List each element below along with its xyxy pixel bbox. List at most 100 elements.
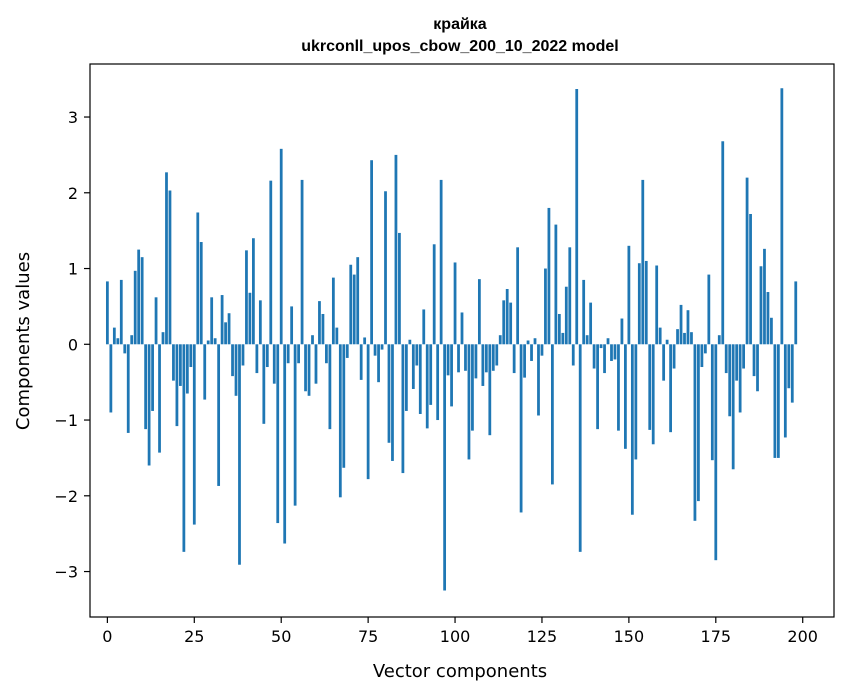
bar-16 [161, 332, 165, 345]
bar-121 [526, 340, 530, 345]
bar-6 [126, 344, 130, 433]
bar-147 [617, 344, 620, 431]
bar-85 [401, 344, 405, 474]
bar-44 [258, 300, 262, 345]
y-tick-label: −1 [54, 411, 78, 430]
bar-110 [488, 344, 492, 436]
bar-21 [179, 344, 182, 386]
bar-192 [773, 344, 777, 458]
bar-46 [265, 344, 269, 368]
bar-143 [603, 344, 606, 374]
bar-70 [349, 264, 353, 345]
bar-169 [693, 344, 697, 521]
bar-151 [630, 344, 634, 515]
bar-99 [450, 344, 453, 407]
bar-128 [551, 344, 554, 485]
bar-152 [634, 344, 638, 460]
bar-30 [210, 297, 214, 345]
bar-148 [620, 318, 624, 345]
bar-129 [554, 224, 558, 345]
bar-105 [471, 344, 474, 431]
bar-63 [325, 344, 328, 364]
bar-186 [752, 344, 756, 377]
bar-165 [679, 304, 683, 345]
bar-24 [189, 344, 193, 368]
bar-78 [377, 344, 380, 383]
bar-194 [780, 88, 784, 345]
bar-153 [637, 263, 641, 345]
bar-51 [283, 344, 287, 544]
bar-159 [658, 327, 662, 345]
y-tick-label: 3 [68, 108, 78, 127]
bar-136 [578, 344, 582, 552]
bar-17 [165, 172, 168, 345]
bar-42 [252, 238, 255, 345]
bar-5 [123, 344, 127, 354]
bar-175 [714, 344, 718, 561]
bar-100 [453, 262, 457, 345]
bar-23 [185, 344, 189, 394]
bar-145 [610, 344, 613, 361]
bar-68 [342, 344, 346, 468]
bar-29 [206, 340, 210, 345]
bar-180 [731, 344, 735, 470]
bar-94 [432, 244, 436, 345]
bar-36 [231, 344, 234, 377]
bar-102 [460, 312, 464, 345]
bar-76 [370, 160, 373, 345]
bars-group [105, 88, 798, 591]
bar-49 [276, 344, 280, 524]
bar-144 [606, 338, 610, 345]
bar-154 [641, 179, 645, 345]
bar-71 [352, 274, 356, 345]
bar-142 [599, 344, 603, 349]
bar-10 [140, 257, 144, 345]
bar-98 [446, 344, 450, 376]
bar-125 [540, 344, 544, 356]
bar-55 [297, 344, 300, 364]
bar-97 [443, 344, 447, 591]
bar-91 [422, 309, 426, 345]
bar-72 [356, 257, 360, 345]
bar-58 [307, 344, 311, 396]
bar-132 [564, 286, 568, 345]
chart-title: крайка [433, 16, 487, 33]
bar-54 [293, 344, 297, 506]
chart-subtitle: ukrconll_upos_cbow_200_10_2022 model [301, 38, 618, 55]
bar-38 [238, 344, 241, 565]
y-tick-label: 2 [68, 184, 78, 203]
bar-25 [192, 344, 196, 525]
bar-189 [763, 248, 766, 345]
bar-88 [411, 344, 415, 389]
bar-106 [474, 344, 478, 379]
bar-140 [592, 344, 596, 369]
bar-173 [707, 274, 711, 345]
bar-157 [651, 344, 655, 445]
bar-79 [380, 344, 384, 350]
bar-150 [627, 245, 631, 345]
bar-127 [547, 207, 551, 345]
bar-4 [119, 279, 123, 345]
x-tick-label: 125 [527, 627, 558, 646]
bar-167 [686, 310, 690, 345]
bar-47 [269, 180, 273, 345]
bar-20 [175, 344, 179, 427]
bar-26 [196, 212, 200, 345]
bar-183 [742, 344, 745, 369]
bar-1 [109, 344, 113, 413]
bar-7 [130, 335, 134, 345]
bar-130 [557, 313, 561, 345]
bar-69 [345, 344, 349, 358]
bar-35 [227, 313, 231, 345]
bar-103 [464, 344, 467, 371]
y-tick-label: −3 [54, 563, 78, 582]
y-axis: −3 −2 −1 0 1 2 3 [54, 108, 90, 582]
bar-138 [585, 335, 589, 345]
bar-11 [144, 344, 148, 430]
y-tick-label: −2 [54, 487, 78, 506]
bar-188 [759, 266, 763, 345]
plot-frame [89, 63, 835, 618]
bar-191 [770, 317, 773, 345]
bar-179 [728, 344, 732, 417]
bar-80 [384, 191, 387, 345]
